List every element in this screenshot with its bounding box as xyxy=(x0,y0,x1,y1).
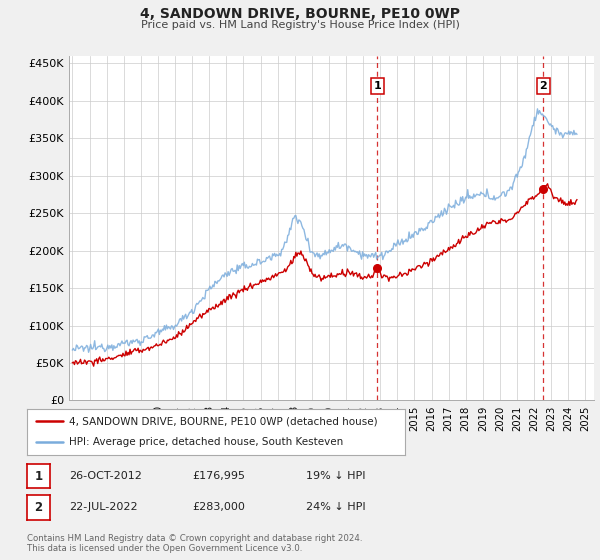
Text: 22-JUL-2022: 22-JUL-2022 xyxy=(69,502,137,512)
Text: 4, SANDOWN DRIVE, BOURNE, PE10 0WP (detached house): 4, SANDOWN DRIVE, BOURNE, PE10 0WP (deta… xyxy=(68,416,377,426)
Text: 24% ↓ HPI: 24% ↓ HPI xyxy=(306,502,365,512)
Text: £283,000: £283,000 xyxy=(192,502,245,512)
Text: This data is licensed under the Open Government Licence v3.0.: This data is licensed under the Open Gov… xyxy=(27,544,302,553)
Text: Price paid vs. HM Land Registry's House Price Index (HPI): Price paid vs. HM Land Registry's House … xyxy=(140,20,460,30)
Text: 4, SANDOWN DRIVE, BOURNE, PE10 0WP: 4, SANDOWN DRIVE, BOURNE, PE10 0WP xyxy=(140,7,460,21)
Text: 19% ↓ HPI: 19% ↓ HPI xyxy=(306,471,365,481)
Text: 2: 2 xyxy=(539,81,547,91)
Text: HPI: Average price, detached house, South Kesteven: HPI: Average price, detached house, Sout… xyxy=(68,437,343,447)
Text: Contains HM Land Registry data © Crown copyright and database right 2024.: Contains HM Land Registry data © Crown c… xyxy=(27,534,362,543)
Text: 2: 2 xyxy=(34,501,43,514)
Text: £176,995: £176,995 xyxy=(192,471,245,481)
Text: 1: 1 xyxy=(34,469,43,483)
Text: 26-OCT-2012: 26-OCT-2012 xyxy=(69,471,142,481)
Text: 1: 1 xyxy=(373,81,381,91)
